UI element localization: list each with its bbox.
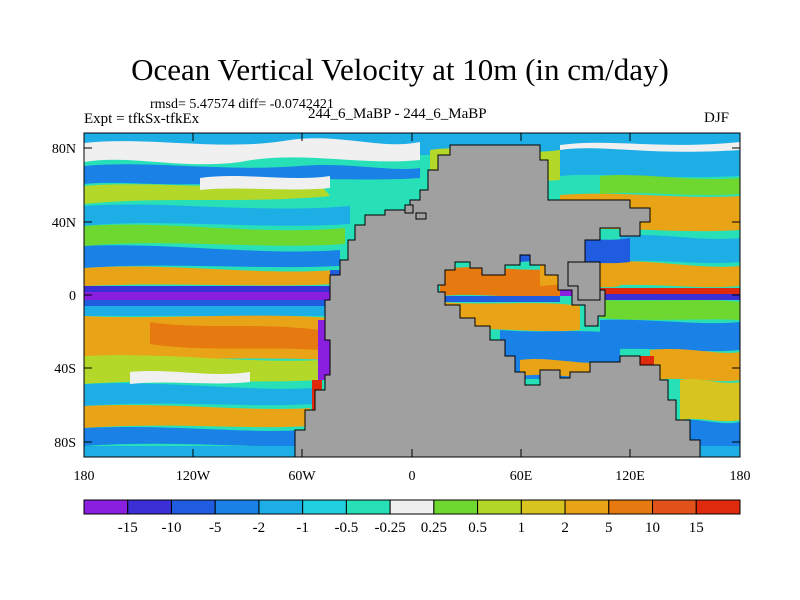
colorbar-label: -1	[296, 520, 309, 536]
colorbar-box	[389, 499, 435, 515]
small-island	[415, 212, 427, 220]
colorbar-box	[652, 499, 697, 515]
colorbar-box	[345, 499, 391, 515]
colorbar-label: 2	[561, 520, 569, 536]
y-tick-label: 80S	[54, 436, 76, 451]
map-field	[84, 133, 740, 457]
colorbar-box	[302, 499, 347, 515]
season-label: DJF	[704, 110, 730, 126]
y-tick-label: 40N	[52, 216, 76, 231]
colorbar-label: 5	[605, 520, 613, 536]
colorbar-label: -0.5	[335, 520, 359, 536]
colorbar-label: -0.25	[375, 520, 406, 536]
colorbar-label: -5	[209, 520, 222, 536]
colorbar-label: -15	[118, 520, 138, 536]
colorbar-box	[520, 499, 566, 515]
x-tick-label: 180	[74, 469, 95, 484]
y-tick-label: 80N	[52, 142, 76, 157]
case-label: 244_6_MaBP - 244_6_MaBP	[308, 106, 487, 122]
colorbar-box	[433, 499, 479, 515]
x-tick-label: 60E	[510, 469, 533, 484]
colorbar-label: -10	[161, 520, 181, 536]
colorbar-labels: -15 -10 -5 -2 -1 -0.5 -0.25 0.25 0.5 1 2 5 10 15	[118, 520, 704, 536]
colorbar-label: -2	[253, 520, 266, 536]
colorbar-box	[83, 499, 129, 515]
x-tick-label: 0	[409, 469, 416, 484]
stats-label: rmsd= 5.47574 diff= -0.0742421	[150, 97, 334, 112]
colorbar-label: 15	[689, 520, 704, 536]
colorbar-box	[695, 499, 741, 515]
x-tick-label: 120W	[176, 469, 211, 484]
plot-title: Ocean Vertical Velocity at 10m (in cm/da…	[131, 52, 669, 87]
colorbar-label: 0.5	[468, 520, 487, 536]
x-tick-label: 60W	[288, 469, 316, 484]
colorbar-box	[564, 499, 610, 515]
x-tick-label: 120E	[615, 469, 645, 484]
colorbar-box	[477, 499, 522, 515]
colorbar-box	[214, 499, 260, 515]
land-mass	[294, 144, 701, 457]
x-tick-label: 180	[730, 469, 751, 484]
experiment-label: Expt = tfkSx-tfkEx	[84, 111, 200, 127]
island	[567, 261, 601, 301]
colorbar-box	[608, 499, 654, 515]
colorbar-label: 1	[518, 520, 526, 536]
colorbar-label: 0.25	[421, 520, 447, 536]
colorbar-box	[170, 499, 216, 515]
x-axis: 180 120W 60W 0 60E 120E 180	[74, 133, 751, 484]
y-axis: 80N 40N 0 40S 80S	[52, 142, 740, 451]
y-tick-label: 0	[69, 289, 76, 304]
colorbar-box	[127, 499, 172, 515]
colorbar-box	[258, 499, 304, 515]
y-tick-label: 40S	[54, 362, 76, 377]
small-island	[404, 204, 414, 214]
colorbar	[83, 499, 741, 515]
colorbar-label: 10	[645, 520, 660, 536]
